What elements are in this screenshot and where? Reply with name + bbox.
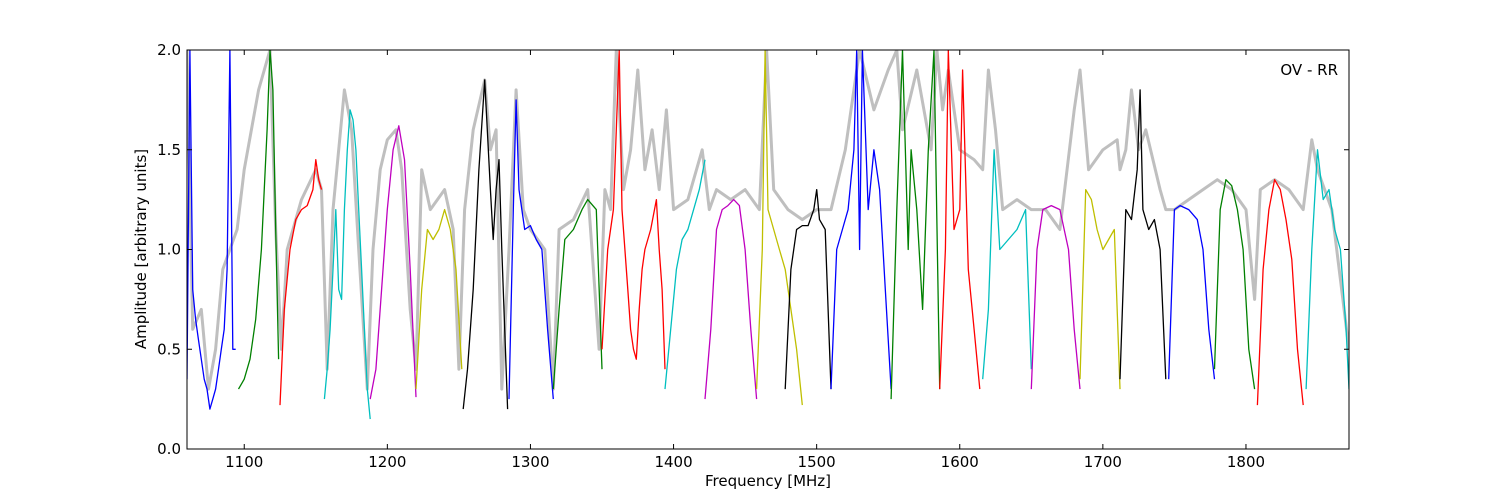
band-segment-23 [1213, 179, 1256, 390]
band-segment-24 [1256, 179, 1304, 406]
band-segment-21 [1119, 89, 1167, 380]
band-segment-13 [755, 50, 803, 406]
x-axis-label: Frequency [MHz] [705, 472, 831, 490]
band-segment-19 [1030, 204, 1081, 390]
band-segment-25 [1305, 149, 1349, 390]
band-segment-11 [664, 159, 706, 390]
x-tick-label: 1100 [225, 453, 263, 471]
x-tick-label: 1200 [368, 453, 406, 471]
band-segment-4 [323, 109, 371, 420]
band-segment-8 [508, 99, 554, 400]
y-tick-label: 0.5 [157, 340, 181, 358]
x-tick-label: 1700 [1084, 453, 1122, 471]
y-tick-label: 0.0 [157, 440, 181, 458]
x-tick-label: 1600 [941, 453, 979, 471]
annotation-label: OV - RR [1280, 61, 1338, 79]
y-tick-label: 1.5 [157, 141, 181, 159]
x-tick-label: 1800 [1227, 453, 1265, 471]
band-segment-22 [1168, 204, 1216, 380]
band-segment-15 [830, 50, 892, 390]
band-segment-18 [982, 149, 1032, 380]
band-segment-3 [279, 159, 323, 406]
envelope-trace [187, 50, 1349, 391]
band-segment-5 [369, 125, 417, 400]
x-tick-label: 1500 [798, 453, 836, 471]
ticks-layer: 1100 1200 1300 1400 1500 1600 1700 1800 0.0 0.5 1.… [157, 41, 1349, 471]
band-segment-9 [552, 198, 603, 390]
band-segment-2 [237, 50, 280, 390]
series-layer [187, 50, 1349, 420]
band-segment-17 [939, 50, 981, 390]
y-axis-label: Amplitude [arbitrary units] [132, 149, 150, 349]
band-segment-14 [784, 188, 832, 390]
band-segment-7 [462, 79, 509, 410]
band-segment-20 [1079, 188, 1121, 390]
band-segment-10 [601, 50, 666, 370]
plot-background [187, 50, 1349, 449]
band-segment-1 [187, 50, 236, 410]
x-tick-label: 1300 [511, 453, 549, 471]
y-tick-label: 1.0 [157, 241, 181, 259]
band-segment-6 [415, 208, 463, 390]
band-segment-12 [704, 198, 758, 400]
band-segment-16 [890, 50, 941, 400]
y-tick-label: 2.0 [157, 41, 181, 59]
envelope-layer [187, 50, 1349, 391]
x-tick-label: 1400 [654, 453, 692, 471]
